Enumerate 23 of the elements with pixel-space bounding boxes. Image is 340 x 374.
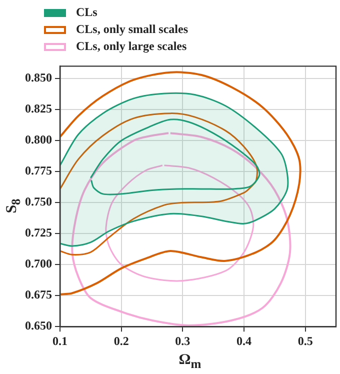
legend-label: CLs, only large scales bbox=[76, 39, 187, 54]
y-tick-label: 0.775 bbox=[25, 164, 52, 178]
line-series bbox=[90, 118, 260, 196]
y-tick-label: 0.850 bbox=[25, 70, 52, 85]
legend-label: CLs bbox=[76, 5, 98, 20]
y-tick-label: 0.800 bbox=[25, 132, 52, 147]
y-tick-label: 0.825 bbox=[25, 102, 52, 116]
y-tick-label: 0.650 bbox=[25, 318, 52, 333]
x-tick-label: 0.1 bbox=[52, 334, 68, 348]
y-tick-label: 0.750 bbox=[25, 194, 52, 209]
line-series bbox=[60, 71, 302, 296]
legend-label: CLs, only small scales bbox=[76, 22, 188, 37]
line-series bbox=[71, 132, 292, 326]
y-tick-label: 0.700 bbox=[25, 256, 52, 271]
x-tick-label: 0.2 bbox=[114, 334, 129, 348]
x-axis-title: Ω$_{m}$ bbox=[178, 352, 202, 372]
x-tick-label: 0.3 bbox=[175, 334, 190, 348]
line-series bbox=[60, 112, 258, 256]
line-series bbox=[105, 164, 254, 282]
x-tick-label: 0.5 bbox=[298, 334, 313, 348]
y-tick-label: 0.725 bbox=[25, 226, 52, 240]
y-tick-label: 0.675 bbox=[25, 288, 52, 302]
x-tick-label: 0.4 bbox=[236, 334, 252, 348]
